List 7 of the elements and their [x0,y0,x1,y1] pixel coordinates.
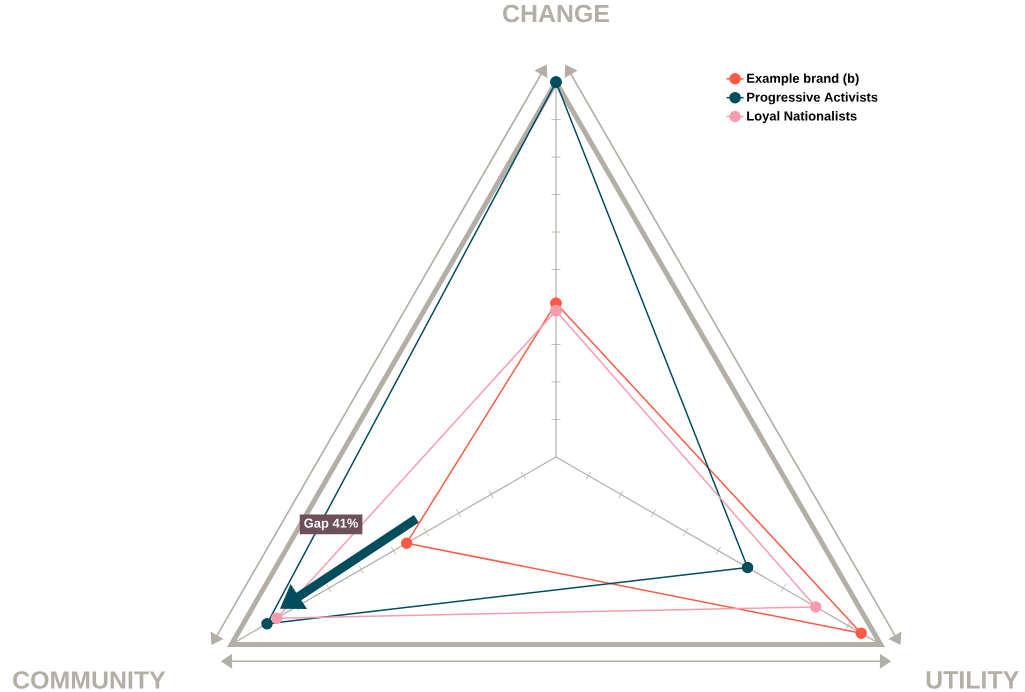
legend-label: Progressive Activists [747,92,878,105]
spoke-label: CHANGE [503,4,609,23]
spoke-label: UTILITY [926,671,1019,689]
spoke-label: COMMUNITY [13,671,166,689]
legend-label: Example brand (b) [747,73,859,86]
legend-label: Loyal Nationalists [747,111,857,124]
text: Gap 41% [304,518,359,531]
